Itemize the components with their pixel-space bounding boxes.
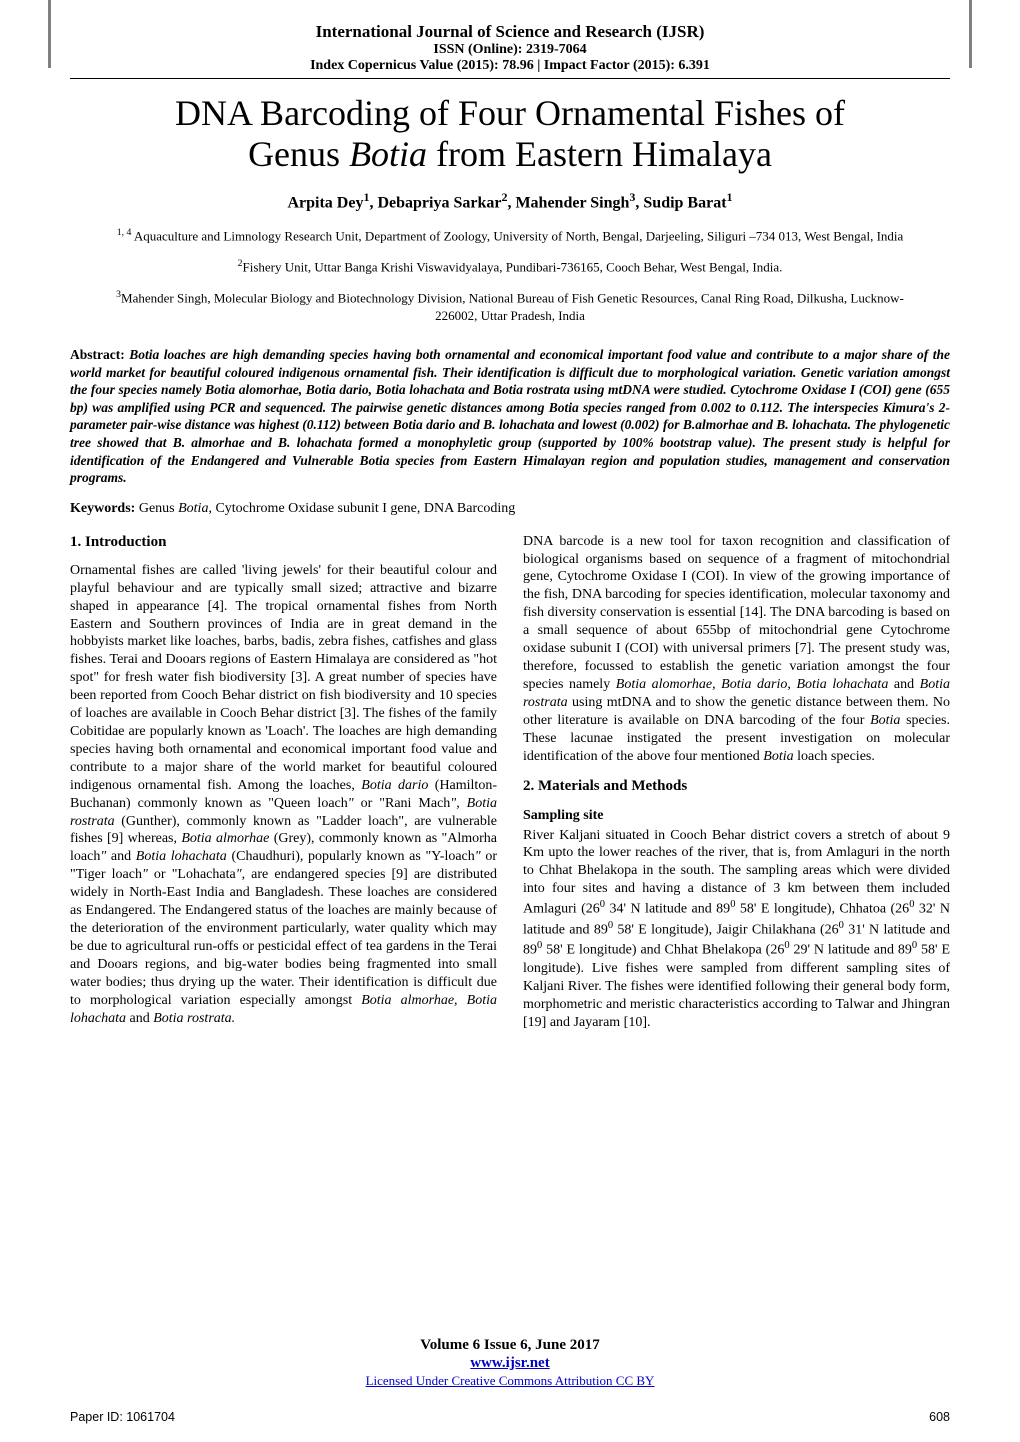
footer-volume: Volume 6 Issue 6, June 2017 <box>0 1337 1020 1354</box>
title-line2c: from Eastern Himalaya <box>427 134 772 174</box>
abstract-body: Botia loaches are high demanding species… <box>70 347 950 485</box>
header: International Journal of Science and Res… <box>0 0 1020 74</box>
metrics: Index Copernicus Value (2015): 78.96 | I… <box>0 58 1020 74</box>
affil-3: 3Mahender Singh, Molecular Biology and B… <box>110 288 910 324</box>
issn: ISSN (Online): 2319-7064 <box>0 42 1020 58</box>
footer: Volume 6 Issue 6, June 2017 www.ijsr.net… <box>0 1337 1020 1390</box>
author-2: Debapriya Sarkar <box>377 194 501 211</box>
body-columns: 1. Introduction Ornamental fishes are ca… <box>70 533 950 1044</box>
abstract: Abstract: Botia loaches are high demandi… <box>70 346 950 486</box>
sampling-para: River Kaljani situated in Cooch Behar di… <box>523 827 950 1032</box>
page-number: 608 <box>929 1410 950 1424</box>
footer-license[interactable]: Licensed Under Creative Commons Attribut… <box>366 1373 655 1388</box>
title-line2a: Genus <box>248 134 349 174</box>
author-3: Mahender Singh <box>515 194 629 211</box>
intro-heading: 1. Introduction <box>70 533 497 552</box>
header-rule <box>70 78 950 79</box>
intro-para: Ornamental fishes are called 'living jew… <box>70 562 497 1028</box>
page-border-right <box>969 0 972 68</box>
column-left: 1. Introduction Ornamental fishes are ca… <box>70 533 497 1044</box>
author-4: Sudip Barat <box>643 194 726 211</box>
paper-id: Paper ID: 1061704 <box>70 1410 175 1424</box>
journal-name: International Journal of Science and Res… <box>0 22 1020 42</box>
methods-heading: 2. Materials and Methods <box>523 777 950 796</box>
affil-2: 2Fishery Unit, Uttar Banga Krishi Viswav… <box>110 257 910 276</box>
column-right: DNA barcode is a new tool for taxon reco… <box>523 533 950 1044</box>
page-border-left <box>48 0 51 68</box>
abstract-label: Abstract: <box>70 347 129 362</box>
title-genus: Botia <box>349 134 427 174</box>
author-1: Arpita Dey <box>287 194 363 211</box>
sampling-heading: Sampling site <box>523 807 950 825</box>
affiliations: 1, 4 Aquaculture and Limnology Research … <box>110 226 910 324</box>
affil-1: 1, 4 Aquaculture and Limnology Research … <box>110 226 910 245</box>
footer-link[interactable]: www.ijsr.net <box>470 1355 549 1371</box>
title-line1: DNA Barcoding of Four Ornamental Fishes … <box>175 93 845 133</box>
footer-bar: Paper ID: 1061704 608 <box>70 1410 950 1424</box>
keywords-label: Keywords: <box>70 501 139 516</box>
keywords: Keywords: Genus Botia, Cytochrome Oxidas… <box>70 501 950 517</box>
authors: Arpita Dey1, Debapriya Sarkar2, Mahender… <box>0 190 1020 212</box>
author-4-sup: 1 <box>727 190 733 204</box>
paper-title: DNA Barcoding of Four Ornamental Fishes … <box>70 93 950 176</box>
col2-para1: DNA barcode is a new tool for taxon reco… <box>523 533 950 766</box>
